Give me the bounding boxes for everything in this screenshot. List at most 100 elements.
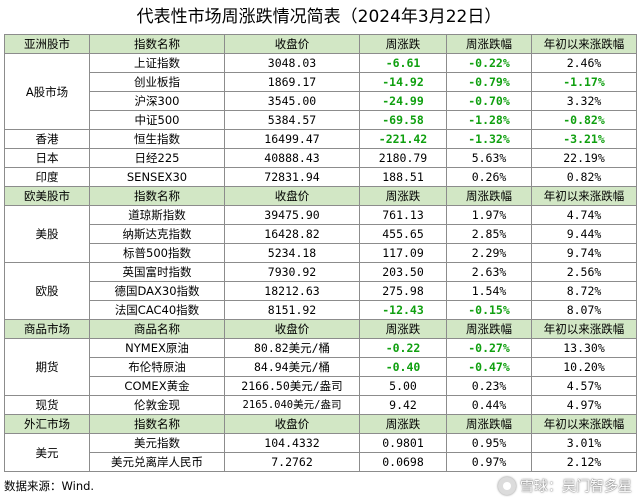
ytd-change-pct: 22.19% bbox=[531, 148, 637, 168]
close-price: 18212.63 bbox=[224, 281, 360, 301]
close-price: 40888.43 bbox=[224, 148, 360, 168]
section-header-row: 欧美股市 指数名称 收盘价 周涨跌 周涨跌幅 年初以来涨跌幅 bbox=[4, 186, 637, 206]
snowball-logo-icon bbox=[498, 477, 516, 495]
index-name: 上证指数 bbox=[89, 53, 225, 73]
ytd-change-pct: -3.21% bbox=[531, 129, 637, 149]
market-group-label: 欧股 bbox=[4, 262, 90, 320]
weekly-change: 275.98 bbox=[359, 281, 447, 301]
column-header: 指数名称 bbox=[89, 186, 225, 206]
ytd-change-pct: 2.56% bbox=[531, 262, 637, 282]
weekly-change-pct: 0.97% bbox=[446, 452, 532, 472]
table-row: 法国CAC40指数 8151.92 -12.43 -0.15% 8.07% bbox=[5, 300, 637, 320]
column-header: 收盘价 bbox=[224, 34, 360, 54]
weekly-change: 0.0698 bbox=[359, 452, 447, 472]
weekly-change-pct: 0.26% bbox=[446, 167, 532, 187]
index-name: 中证500 bbox=[89, 110, 225, 130]
index-name: 纳斯达克指数 bbox=[89, 224, 225, 244]
weekly-change: -221.42 bbox=[359, 129, 447, 149]
section-header-row: 外汇市场 指数名称 收盘价 周涨跌 周涨跌幅 年初以来涨跌幅 bbox=[4, 414, 637, 434]
column-header: 周涨跌幅 bbox=[446, 34, 532, 54]
index-name: 创业板指 bbox=[89, 72, 225, 92]
weekly-change: 455.65 bbox=[359, 224, 447, 244]
index-name: 英国富时指数 bbox=[89, 262, 225, 282]
close-price: 2166.50美元/盎司 bbox=[224, 376, 360, 396]
weekly-change: 2180.79 bbox=[359, 148, 447, 168]
close-price: 16428.82 bbox=[224, 224, 360, 244]
table-row: 沪深300 3545.00 -24.99 -0.70% 3.32% bbox=[5, 91, 637, 111]
table-row: 布伦特原油 84.94美元/桶 -0.40 -0.47% 10.20% bbox=[5, 357, 637, 377]
section-title: 欧美股市 bbox=[4, 186, 90, 206]
market-group-label: 香港 bbox=[4, 129, 90, 149]
column-header: 周涨跌 bbox=[359, 34, 447, 54]
weekly-change-pct: -1.32% bbox=[446, 129, 532, 149]
ytd-change-pct: 2.12% bbox=[531, 452, 637, 472]
table-row: 标普500指数 5234.18 117.09 2.29% 9.74% bbox=[5, 243, 637, 263]
column-header: 指数名称 bbox=[89, 414, 225, 434]
index-name: 道琼斯指数 bbox=[89, 205, 225, 225]
weekly-change-pct: 1.97% bbox=[446, 205, 532, 225]
index-name: 布伦特原油 bbox=[89, 357, 225, 377]
table-row: 期货 NYMEX原油 80.82美元/桶 -0.22 -0.27% 13.30% bbox=[4, 338, 637, 396]
weekly-change: -0.40 bbox=[359, 357, 447, 377]
weekly-change: 203.50 bbox=[359, 262, 447, 282]
weekly-change-pct: -0.70% bbox=[446, 91, 532, 111]
close-price: 104.4332 bbox=[224, 433, 360, 453]
table-row: 美元兑离岸人民币 7.2762 0.0698 0.97% 2.12% bbox=[5, 452, 637, 472]
close-price: 2165.040美元/盎司 bbox=[224, 395, 360, 415]
ytd-change-pct: 3.01% bbox=[531, 433, 637, 453]
column-header: 周涨跌 bbox=[359, 319, 447, 339]
close-price: 80.82美元/桶 bbox=[224, 338, 360, 358]
section-header-row: 亚洲股市 指数名称 收盘价 周涨跌 周涨跌幅 年初以来涨跌幅 bbox=[4, 34, 637, 54]
ytd-change-pct: 10.20% bbox=[531, 357, 637, 377]
ytd-change-pct: 13.30% bbox=[531, 338, 637, 358]
index-name: 德国DAX30指数 bbox=[89, 281, 225, 301]
ytd-change-pct: 4.57% bbox=[531, 376, 637, 396]
table-row: 香港 恒生指数 16499.47 -221.42 -1.32% -3.21% bbox=[4, 129, 637, 149]
market-group-label: 期货 bbox=[4, 338, 90, 396]
ytd-change-pct: -1.17% bbox=[531, 72, 637, 92]
column-header: 周涨跌 bbox=[359, 414, 447, 434]
close-price: 3545.00 bbox=[224, 91, 360, 111]
weekly-change: -12.43 bbox=[359, 300, 447, 320]
weekly-change: -69.58 bbox=[359, 110, 447, 130]
column-header: 周涨跌 bbox=[359, 186, 447, 206]
weekly-change: -0.22 bbox=[359, 338, 447, 358]
weekly-change-pct: 2.29% bbox=[446, 243, 532, 263]
market-group-label: 现货 bbox=[4, 395, 90, 415]
close-price: 3048.03 bbox=[224, 53, 360, 73]
column-header: 周涨跌幅 bbox=[446, 414, 532, 434]
weekly-change-pct: -0.27% bbox=[446, 338, 532, 358]
weekly-change-pct: 5.63% bbox=[446, 148, 532, 168]
page-title: 代表性市场周涨跌情况简表（2024年3月22日） bbox=[136, 7, 502, 27]
section-header-row: 商品市场 商品名称 收盘价 周涨跌 周涨跌幅 年初以来涨跌幅 bbox=[4, 319, 637, 339]
weekly-change: -24.99 bbox=[359, 91, 447, 111]
section-title: 商品市场 bbox=[4, 319, 90, 339]
weekly-change-pct: 2.63% bbox=[446, 262, 532, 282]
column-header: 商品名称 bbox=[89, 319, 225, 339]
weekly-change-pct: 0.23% bbox=[446, 376, 532, 396]
column-header: 周涨跌幅 bbox=[446, 319, 532, 339]
market-group-label: 美元 bbox=[4, 433, 90, 472]
ytd-change-pct: -0.82% bbox=[531, 110, 637, 130]
market-group-label: 日本 bbox=[4, 148, 90, 168]
close-price: 84.94美元/桶 bbox=[224, 357, 360, 377]
weekly-change-pct: -1.28% bbox=[446, 110, 532, 130]
column-header: 收盘价 bbox=[224, 186, 360, 206]
weekly-change-pct: 2.85% bbox=[446, 224, 532, 244]
index-name: 日经225 bbox=[89, 148, 225, 168]
market-summary-table: 亚洲股市 指数名称 收盘价 周涨跌 周涨跌幅 年初以来涨跌幅 A股市场 上证指数 3048.03… bbox=[4, 34, 637, 472]
watermark-text: 雪球：吴门智多星 bbox=[520, 479, 632, 495]
table-row: 欧股 英国富时指数 7930.92 203.50 2.63% 2.56% bbox=[4, 262, 637, 320]
table-row: 美股 道琼斯指数 39475.90 761.13 1.97% 4.74% bbox=[4, 205, 637, 263]
index-name: 沪深300 bbox=[89, 91, 225, 111]
close-price: 72831.94 bbox=[224, 167, 360, 187]
market-group-label: 美股 bbox=[4, 205, 90, 263]
weekly-change: -6.61 bbox=[359, 53, 447, 73]
weekly-change-pct: -0.22% bbox=[446, 53, 532, 73]
column-header: 年初以来涨跌幅 bbox=[531, 319, 637, 339]
section-title: 亚洲股市 bbox=[4, 34, 90, 54]
ytd-change-pct: 4.97% bbox=[531, 395, 637, 415]
column-header: 指数名称 bbox=[89, 34, 225, 54]
weekly-change: 117.09 bbox=[359, 243, 447, 263]
table-row: 印度 SENSEX30 72831.94 188.51 0.26% 0.82% bbox=[4, 167, 637, 187]
